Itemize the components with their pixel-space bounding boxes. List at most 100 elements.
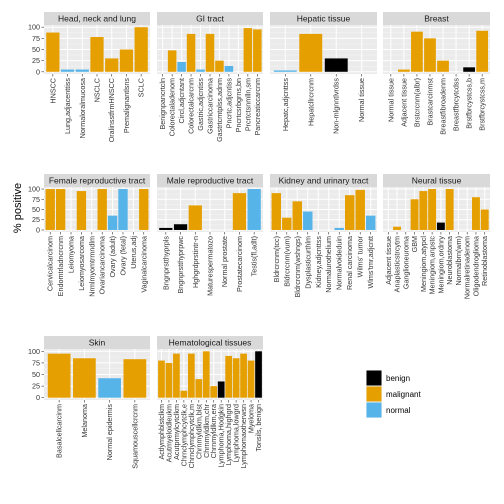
facet-panel: Hematological tissuesActlymphblstclkmAcu… <box>157 336 263 468</box>
y-axis-label: % positive <box>12 183 24 233</box>
x-tick-label: Uterus,adj <box>129 236 138 269</box>
bar <box>118 189 128 230</box>
facet-title: Skin <box>89 338 106 348</box>
facet-panel: Neural tissue Adjacent tissue Anaplasticst… <box>383 174 490 299</box>
bar <box>159 227 173 230</box>
bar <box>282 217 292 230</box>
bar <box>47 353 71 398</box>
bar <box>463 67 475 72</box>
bar <box>345 195 355 230</box>
x-tick-label: Maturespermatozo <box>206 236 215 296</box>
bar <box>55 189 66 230</box>
bar <box>273 70 297 72</box>
bar <box>97 189 107 230</box>
legend-label: normal <box>386 406 411 415</box>
x-tick-label: Lymphoma,Hodgkin <box>217 404 226 468</box>
x-tick-label: Colorectalcarcnm <box>187 78 196 134</box>
facet-strip <box>157 336 263 349</box>
x-tick-label: Basalcellcarcinm <box>55 404 64 458</box>
facet-panel: Skin Basalcellcarcinm Melanoma Normal epide… <box>28 336 150 469</box>
x-tick-label: HNSCC <box>48 78 57 104</box>
y-tick-label: 50 <box>32 370 40 379</box>
y-tick-label: 75 <box>32 358 40 367</box>
x-tick-label: Squamouscellcrcnm <box>130 404 139 469</box>
legend-label: benign <box>386 374 410 383</box>
facet-title: Head, neck and lung <box>58 14 136 24</box>
x-tick-label: Leiomyosarcoma <box>77 236 86 291</box>
bar <box>188 205 202 230</box>
x-tick-label: Anaplasticstrcytm <box>393 236 402 292</box>
x-tick-label: Melanoma <box>80 404 89 438</box>
facet-panel: Breast Normal tissue Adjacent tissue Brstcr… <box>383 12 490 135</box>
bar <box>195 379 203 398</box>
bar <box>187 353 195 398</box>
x-tick-label: Brstfbrcystcss,b <box>465 78 474 129</box>
x-tick-label: Gastriccarcinoma <box>206 78 215 134</box>
bar <box>215 60 224 72</box>
bar <box>232 358 240 398</box>
x-tick-label: Meningiom,atypcl <box>419 236 428 292</box>
bar <box>119 49 134 72</box>
facet-strip <box>44 336 150 349</box>
x-tick-label: Ovary (adult) <box>108 236 117 278</box>
x-tick-label: Brstcrcnm(albr) <box>412 78 421 127</box>
x-tick-label: Lymphoma,lowgrd <box>232 404 241 462</box>
bar <box>107 215 118 230</box>
facet-strip <box>383 174 490 187</box>
facet-title: Breast <box>424 14 449 24</box>
x-tick-label: Prcrtctsnmlln,sm <box>243 78 252 131</box>
bar <box>186 33 196 72</box>
x-tick-label: Breastfibroadenm <box>439 78 448 135</box>
bar <box>411 31 423 72</box>
x-tick-label: Neuroblastoma <box>445 236 454 285</box>
legend-label: malignant <box>386 390 421 399</box>
x-tick-label: Lymphomaotherwsn <box>239 404 248 468</box>
bar <box>232 193 247 230</box>
bar <box>303 211 313 230</box>
bar <box>167 50 177 72</box>
x-tick-label: Kidney,adjcnttss <box>314 236 323 288</box>
x-tick-label: Gastric,adjcntiss <box>196 78 205 131</box>
x-tick-label: NSCLC <box>93 78 102 102</box>
x-tick-label: Brastcarcinmst <box>425 78 434 126</box>
x-tick-label: Normaloralmucosa <box>78 78 87 138</box>
bar <box>410 199 419 230</box>
bar <box>247 189 261 230</box>
x-tick-label: Chrnclymphcytclk,m <box>187 404 196 468</box>
x-tick-label: Normal tissue <box>386 78 395 122</box>
y-tick-label: 50 <box>32 205 40 214</box>
y-tick-label: 75 <box>32 195 40 204</box>
x-tick-label: Chrnmyldlkm,chr <box>202 403 211 458</box>
x-tick-label: Acutmyeloidleukm <box>164 404 173 462</box>
x-tick-label: Normalbrn(wm) <box>454 236 463 286</box>
facet-strip <box>157 174 263 187</box>
bar <box>424 38 436 72</box>
bar <box>398 69 410 72</box>
facet-title: Neural tissue <box>412 176 462 186</box>
facet-title: Female reproductive tract <box>49 176 146 186</box>
x-tick-label: Ganglioneuroma <box>401 236 410 289</box>
bar <box>90 37 104 72</box>
x-tick-label: Wlms'tmr,adjcntt <box>366 236 375 289</box>
x-tick-label: Ovary (fetal) <box>118 236 127 276</box>
bar <box>255 351 262 398</box>
x-tick-label: Benignpancrtcln <box>158 78 167 130</box>
x-tick-label: OralinsstfrmHNSCC <box>107 78 116 142</box>
bar <box>73 358 96 398</box>
x-tick-label: Non-mlgnntlvrdss <box>332 78 341 134</box>
y-tick-label: 75 <box>32 34 40 43</box>
x-tick-label: Ovariancarcinoma <box>98 236 107 294</box>
x-tick-label: GBM <box>410 236 419 252</box>
x-tick-label: Hepatcllrcrcnm <box>306 78 315 126</box>
facet-panel: Male reproductive tract Bngnprstthyprpls B… <box>157 174 263 296</box>
facet-title: Kidney and urinary tract <box>279 176 369 186</box>
bar <box>217 381 225 398</box>
bar <box>428 189 437 230</box>
y-tick-label: 100 <box>28 347 40 356</box>
facet-strip <box>44 174 150 187</box>
legend-key <box>366 386 382 402</box>
bar <box>76 191 87 230</box>
x-tick-label: Vaginalcarcinoma <box>139 236 148 293</box>
